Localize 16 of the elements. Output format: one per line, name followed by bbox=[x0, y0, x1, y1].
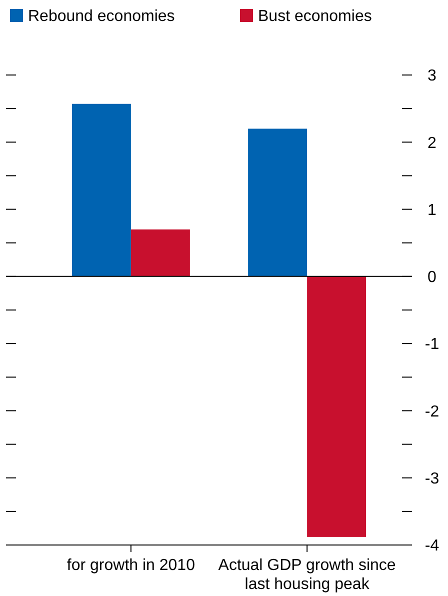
y-tick-label: 2 bbox=[428, 134, 437, 152]
bar bbox=[248, 128, 308, 276]
y-tick-label: 3 bbox=[428, 68, 437, 85]
legend-label: Rebound economies bbox=[28, 8, 175, 25]
y-tick-label: -2 bbox=[424, 403, 440, 420]
y-tick-label: -3 bbox=[424, 470, 440, 488]
bar bbox=[130, 229, 190, 276]
x-tick-label: Actual GDP growth since last housing peak bbox=[218, 557, 396, 593]
legend-label: Bust economies bbox=[258, 8, 372, 25]
bar bbox=[307, 276, 366, 537]
y-tick-label: -4 bbox=[424, 538, 440, 555]
x-tick-label: for growth in 2010 bbox=[66, 557, 196, 574]
y-tick-label: 1 bbox=[428, 202, 437, 219]
bar bbox=[72, 104, 131, 276]
y-tick-label: -1 bbox=[424, 336, 440, 354]
y-tick-label: 0 bbox=[428, 269, 437, 286]
